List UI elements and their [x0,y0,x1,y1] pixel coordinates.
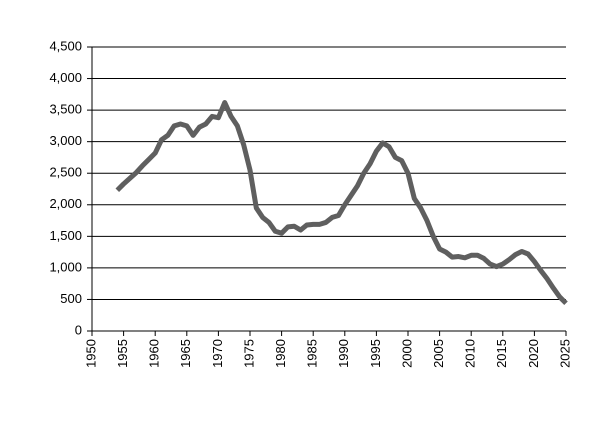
x-tick-label: 2015 [494,339,509,368]
y-tick-label: 4,500 [49,38,82,53]
x-tick-label: 1975 [241,339,256,368]
y-tick-label: 0 [75,322,82,337]
y-tick-label: 2,000 [49,196,82,211]
data-line [115,100,568,306]
x-tick-label: 2005 [431,339,446,368]
y-tick-label: 1,000 [49,259,82,274]
x-tick-label: 2025 [557,339,572,368]
x-tick-label: 1970 [210,339,225,368]
x-tick-label: 1965 [178,339,193,368]
x-tick-label: 1985 [305,339,320,368]
x-tick-label: 1955 [115,339,130,368]
y-tick-label: 3,500 [49,102,82,117]
y-tick-label: 500 [60,291,82,306]
y-tick-label: 4,000 [49,70,82,85]
x-tick-label: 1995 [368,339,383,368]
x-tick-label: 1980 [273,339,288,368]
x-tick-label: 2000 [399,339,414,368]
y-tick-label: 3,000 [49,133,82,148]
y-tick-label: 2,500 [49,165,82,180]
x-tick-label: 1960 [147,339,162,368]
x-tick-label: 2010 [463,339,478,368]
y-tick-label: 1,500 [49,228,82,243]
x-tick-label: 1990 [336,339,351,368]
x-tick-label: 1950 [83,339,98,368]
x-tick-label: 2020 [526,339,541,368]
